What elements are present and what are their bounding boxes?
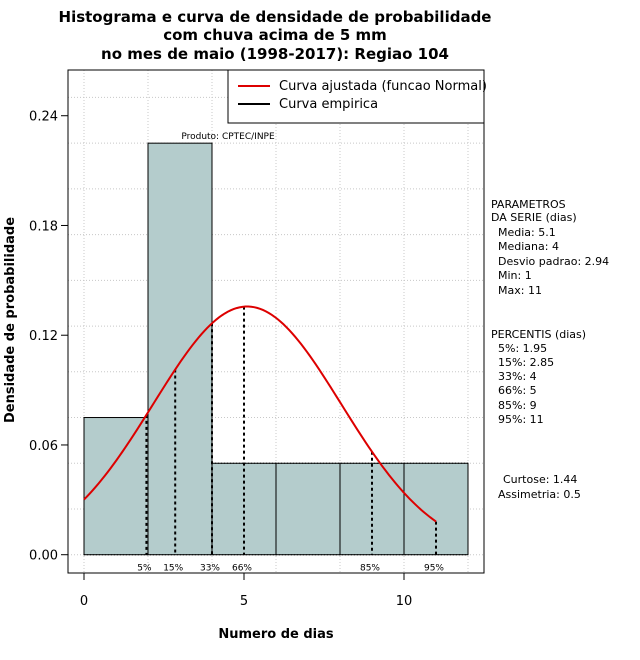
legend-label-empirical: Curva empirica: [279, 97, 378, 112]
legend-label-fitted: Curva ajustada (funcao Normal): [279, 79, 487, 94]
percentile-label: 66%: [232, 564, 252, 574]
percentiles-heading: PERCENTIS (dias): [491, 328, 586, 341]
percentile-line-5: 5%: 1.95: [498, 342, 547, 355]
shape-panel: Curtose: 1.44 Assimetria: 0.5: [498, 473, 581, 501]
x-tick-label: 0: [80, 594, 88, 609]
percentile-line-15: 15%: 2.85: [498, 356, 554, 369]
histogram-bar: [275, 462, 341, 556]
chart-title-line-1: Histograma e curva de densidade de proba…: [59, 8, 492, 26]
skewness-text: Assimetria: 0.5: [498, 488, 581, 501]
percentile-line-66: 66%: 5: [498, 384, 537, 397]
histogram-bar: [147, 142, 213, 556]
legend: Curva ajustada (funcao Normal) Curva emp…: [227, 69, 487, 124]
chart-title-line-3: no mes de maio (1998-2017): Regiao 104: [101, 45, 449, 63]
legend-box: [227, 69, 485, 124]
percentile-line-95: 95%: 11: [498, 413, 544, 426]
percentile-label: 33%: [200, 564, 220, 574]
parameter-mediana: Mediana: 4: [498, 240, 559, 253]
y-tick-label: 0.24: [29, 110, 58, 125]
x-tick-label: 5: [240, 594, 248, 609]
percentiles-panel: PERCENTIS (dias) 5%: 1.95 15%: 2.85 33%:…: [491, 328, 586, 426]
parameter-desvio: Desvio padrao: 2.94: [498, 255, 609, 268]
percentile-markers: 5% 15% 33% 66% 85% 95%: [137, 306, 444, 574]
percentile-line-33: 33%: 4: [498, 370, 537, 383]
parameters-heading-2: DA SERIE (dias): [491, 211, 577, 224]
parameters-panel: PARAMETROS DA SERIE (dias) Media: 5.1 Me…: [491, 198, 609, 297]
y-axis-title: Densidade de probabilidade: [3, 217, 18, 423]
percentile-label: 95%: [424, 564, 444, 574]
credit-text: Produto: CPTEC/INPE: [181, 132, 275, 142]
parameters-heading-1: PARAMETROS: [491, 198, 566, 211]
y-tick-label: 0.12: [29, 329, 58, 344]
y-tick-label: 0.00: [29, 549, 58, 564]
chart-title-line-2: com chuva acima de 5 mm: [163, 26, 387, 44]
kurtosis-text: Curtose: 1.44: [503, 473, 577, 486]
parameter-min: Min: 1: [498, 269, 532, 282]
percentile-label: 15%: [163, 564, 183, 574]
parameter-media: Media: 5.1: [498, 226, 556, 239]
percentile-label: 5%: [137, 564, 152, 574]
axes: 0.00 0.06 0.12 0.18 0.24 0 5 10: [29, 110, 412, 609]
percentile-label: 85%: [360, 564, 380, 574]
percentile-line-85: 85%: 9: [498, 399, 537, 412]
x-tick-label: 10: [396, 594, 413, 609]
y-tick-label: 0.06: [29, 439, 58, 454]
histogram-bars: [83, 142, 469, 556]
parameter-max: Max: 11: [498, 284, 542, 297]
normal-curve-layer: [83, 305, 437, 523]
x-axis-title: Numero de dias: [218, 627, 334, 642]
normal-curve: [83, 305, 437, 523]
histogram-bar: [83, 417, 149, 556]
y-tick-label: 0.18: [29, 219, 58, 234]
